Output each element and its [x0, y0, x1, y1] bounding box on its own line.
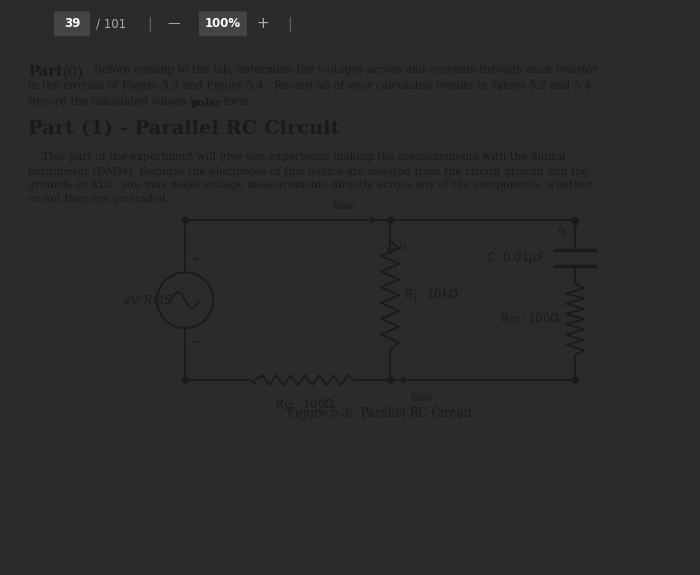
Text: This part of the experiment will give you experience making the measurements wit: This part of the experiment will give yo… — [28, 152, 566, 162]
Text: —: — — [168, 17, 181, 30]
Text: in the circuits of Figure 5.3 and Figure 5.4.  Record all of your calculated res: in the circuits of Figure 5.3 and Figure… — [28, 82, 594, 91]
Text: $\it{i}_2$: $\it{i}_2$ — [557, 223, 567, 239]
Text: |: | — [288, 17, 293, 31]
Text: +: + — [190, 252, 200, 264]
Text: $2V\ RMS$: $2V\ RMS$ — [123, 294, 173, 306]
Text: / 101: / 101 — [96, 17, 126, 30]
Text: −: − — [189, 335, 201, 349]
Text: Before coming to the lab, determine the voltages across and currents through eac: Before coming to the lab, determine the … — [94, 66, 598, 75]
Text: $R_1 : 10k\Omega$: $R_1 : 10k\Omega$ — [404, 287, 458, 303]
Text: +: + — [256, 16, 269, 31]
Text: 39: 39 — [64, 17, 80, 30]
Text: form.: form. — [220, 97, 253, 108]
Text: or not they are grounded.: or not they are grounded. — [28, 194, 169, 204]
Text: 100%: 100% — [205, 17, 241, 30]
Text: Part: Part — [28, 66, 62, 79]
Text: grounds in AD2, you may make voltage measurements directly across any of the com: grounds in AD2, you may make voltage mea… — [28, 181, 592, 190]
Text: $C : 0.01\mu F$: $C : 0.01\mu F$ — [486, 250, 545, 266]
Text: $R_{S1} : 100\Omega$: $R_{S1} : 100\Omega$ — [274, 398, 335, 413]
Text: $\it{i}_{total}$: $\it{i}_{total}$ — [410, 388, 434, 404]
Text: multimeter (DMM). Because the electrodes of this device are isolated from the ci: multimeter (DMM). Because the electrodes… — [28, 166, 589, 177]
Text: $\it{i}_{total}$: $\it{i}_{total}$ — [332, 196, 356, 212]
Text: polar: polar — [191, 97, 223, 108]
Text: |: | — [148, 17, 153, 31]
Text: (0): (0) — [63, 66, 84, 79]
Text: $\it{i}_1$: $\it{i}_1$ — [398, 238, 407, 254]
Text: $R_{S2} : 100\Omega$: $R_{S2} : 100\Omega$ — [500, 312, 561, 327]
FancyBboxPatch shape — [199, 12, 247, 36]
Text: Figure 5.3:  Parallel RC Circuit: Figure 5.3: Parallel RC Circuit — [288, 407, 472, 420]
Text: Record the calculated values in: Record the calculated values in — [28, 97, 204, 108]
FancyBboxPatch shape — [54, 12, 90, 36]
Text: Part (1) - Parallel RC Circuit: Part (1) - Parallel RC Circuit — [28, 120, 340, 139]
